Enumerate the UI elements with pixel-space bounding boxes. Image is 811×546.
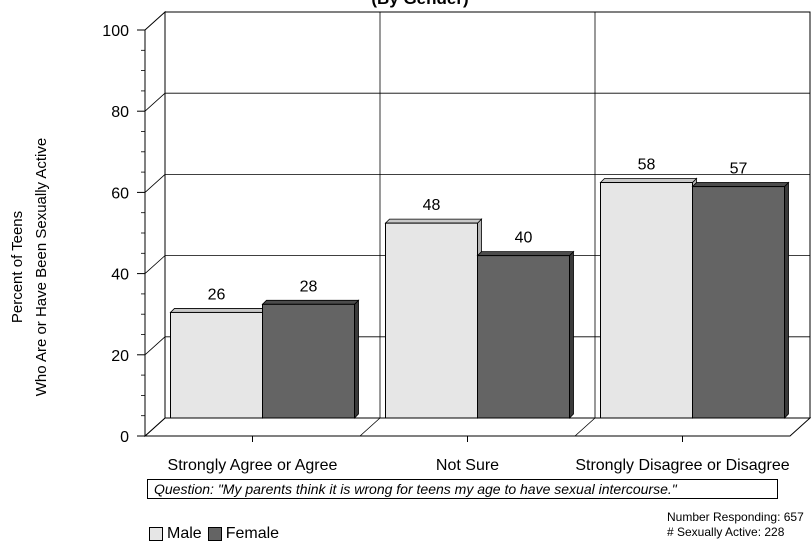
bar-top — [384, 218, 483, 224]
y-tick-label: 0 — [120, 429, 129, 446]
bar-side — [569, 250, 574, 419]
number-sexually-active: # Sexually Active: 228 — [667, 525, 785, 539]
legend-item-male: Male — [149, 525, 202, 543]
bar-chart: (By Gender) Percent of Teens Who Are or … — [9, 0, 811, 474]
bar-top — [476, 251, 575, 257]
bar-top — [261, 299, 360, 305]
legend: Male Female — [149, 525, 285, 543]
bar-value-label: 48 — [423, 197, 441, 214]
floor-divider — [574, 417, 596, 437]
bar — [477, 255, 570, 419]
bar — [692, 186, 785, 419]
bar — [262, 303, 355, 419]
left-wall — [144, 10, 166, 438]
legend-label-male: Male — [167, 525, 202, 542]
legend-swatch-female — [207, 527, 222, 541]
bar-value-label: 28 — [300, 278, 318, 295]
bar — [385, 222, 478, 419]
floor-divider — [359, 417, 381, 437]
y-tick-label: 40 — [111, 267, 129, 284]
y-tick-label: 100 — [102, 23, 129, 40]
bar — [170, 311, 263, 419]
y-tick-label: 20 — [111, 348, 129, 365]
y-axis-label-line1: Percent of Teens — [9, 211, 26, 323]
bar-top — [599, 178, 698, 183]
stats-block: Number Responding: 657 # Sexually Active… — [667, 510, 804, 540]
bar-value-label: 40 — [515, 230, 533, 247]
legend-item-female: Female — [207, 525, 280, 543]
question-box: Question: "My parents think it is wrong … — [147, 479, 778, 499]
number-responding: Number Responding: 657 — [667, 510, 804, 524]
chart-title: (By Gender) — [371, 0, 468, 8]
bar-value-label: 57 — [730, 161, 748, 178]
plot-area: 0 20 40 60 80 100 Strongly Agree or Agree Not S… — [102, 10, 811, 474]
y-tick-label: 60 — [111, 185, 129, 202]
bar-side — [354, 299, 359, 419]
legend-label-female: Female — [225, 525, 280, 542]
x-category-label: Strongly Disagree or Disagree — [575, 457, 789, 474]
y-axis-label: Percent of Teens Who Are or Have Been Se… — [9, 138, 50, 396]
x-category-label: Strongly Agree or Agree — [168, 457, 338, 474]
bar-top — [169, 308, 268, 313]
y-tick-label: 80 — [111, 104, 129, 121]
bar-value-label: 26 — [208, 286, 226, 303]
y-axis-label-line2: Who Are or Have Been Sexually Active — [33, 138, 50, 396]
bar-value-label: 58 — [638, 157, 656, 174]
bar — [600, 182, 693, 419]
legend-swatch-male — [149, 527, 163, 541]
floor — [143, 417, 811, 437]
x-category-label: Not Sure — [436, 457, 499, 474]
question-text: Question: "My parents think it is wrong … — [154, 481, 677, 497]
bar-top — [691, 182, 790, 187]
bar-side — [784, 181, 789, 419]
